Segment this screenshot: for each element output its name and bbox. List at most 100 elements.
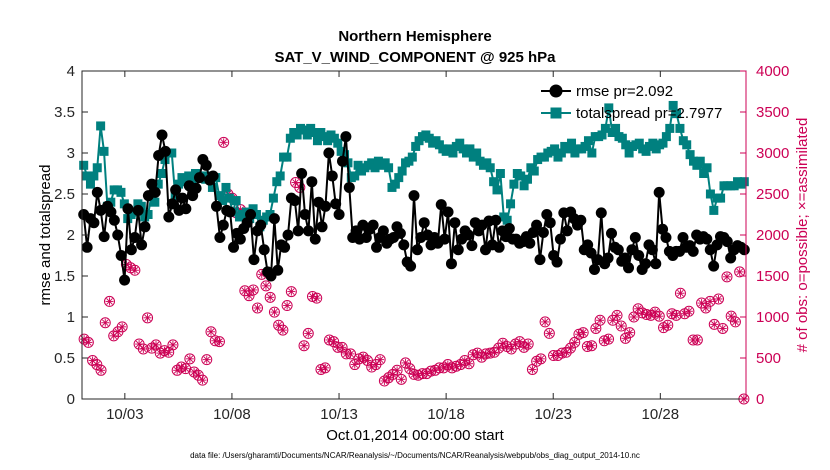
rmse-point	[544, 217, 556, 229]
obs-point	[252, 302, 264, 314]
rmse-point	[190, 182, 202, 194]
spread-point	[455, 138, 465, 148]
spread-point	[495, 169, 505, 178]
y-left-tick-label: 0	[67, 391, 75, 408]
spread-point	[218, 196, 228, 206]
spread-point	[597, 130, 607, 140]
spread-point	[600, 123, 610, 133]
obs-point	[615, 320, 627, 332]
spread-point	[675, 123, 685, 133]
obs-point	[184, 353, 196, 365]
spread-point	[492, 185, 502, 195]
spread-point	[116, 187, 126, 197]
obs-point	[285, 286, 297, 298]
obs-point	[590, 322, 602, 334]
spread-point	[79, 160, 89, 170]
spread-point	[367, 158, 377, 168]
rmse-point	[156, 129, 168, 141]
spread-point	[699, 169, 709, 178]
chart-subtitle: SAT_V_WIND_COMPONENT @ 925 hPa	[274, 49, 556, 66]
rmse-point	[302, 225, 314, 237]
rmse-point	[561, 225, 573, 237]
rmse-point	[640, 258, 652, 270]
legend: rmse pr=2.092 totalspread pr=2.7977	[541, 83, 722, 122]
spread-point	[509, 179, 519, 189]
spread-point	[143, 210, 153, 219]
y-axis-right: 0 500 1000 1500 2000 2500 3000 3500 4000	[740, 63, 789, 408]
obs-point	[95, 364, 107, 376]
spread-point	[465, 144, 475, 154]
rmse-point	[255, 219, 267, 231]
rmse-point	[166, 198, 178, 210]
obs-point	[543, 327, 555, 339]
rmse-point	[98, 231, 110, 243]
obs-point	[463, 358, 475, 370]
rmse-point	[115, 250, 127, 261]
obs-point	[163, 346, 175, 358]
obs-point	[328, 336, 340, 348]
rmse-point	[132, 204, 144, 216]
obs-point	[142, 312, 154, 324]
rmse-point	[228, 241, 240, 253]
obs-point	[569, 336, 581, 348]
spread-point	[292, 130, 302, 140]
obs-point	[717, 322, 729, 334]
data-file-footer: data file: /Users/gharamti/Documents/NCA…	[190, 451, 640, 460]
spread-point	[617, 133, 627, 143]
spread-point	[621, 140, 631, 150]
y-left-tick-label: 1	[67, 309, 75, 326]
spread-point	[221, 182, 231, 192]
rmse-point	[435, 199, 447, 211]
rmse-point	[112, 229, 124, 241]
rmse-point	[217, 219, 229, 231]
obs-point	[99, 317, 111, 329]
spread-point	[716, 193, 726, 203]
spread-point	[207, 182, 217, 192]
spread-point	[519, 181, 529, 191]
rmse-point	[136, 239, 148, 251]
rmse-point	[279, 241, 291, 253]
rmse-point	[398, 239, 410, 251]
spread-point	[157, 169, 167, 178]
y-left-tick-label: 3	[67, 145, 75, 162]
rmse-point	[180, 203, 192, 215]
rmse-point	[333, 209, 345, 220]
obs-point	[564, 342, 576, 354]
obs-point	[319, 362, 331, 374]
rmse-point	[149, 186, 161, 198]
rmse-point	[445, 258, 457, 270]
rmse-point	[163, 211, 175, 223]
obs-point	[91, 359, 103, 371]
spread-point	[506, 199, 516, 209]
obs-point	[725, 310, 737, 322]
spread-point	[472, 148, 482, 158]
spread-point	[187, 174, 197, 184]
spread-point	[634, 138, 644, 148]
x-tick-label: 10/23	[534, 406, 572, 423]
rmse-point	[677, 231, 689, 243]
spread-point	[390, 179, 400, 189]
spread-point	[231, 196, 241, 206]
spread-point	[251, 210, 261, 219]
obs-point	[670, 309, 682, 321]
rmse-point	[588, 263, 600, 275]
rmse-point	[449, 217, 461, 229]
obs-point	[594, 314, 606, 326]
rmse-point	[193, 172, 205, 184]
rmse-point	[207, 170, 219, 182]
spread-point	[380, 158, 390, 168]
rmse-point	[537, 227, 549, 239]
spread-point	[174, 179, 184, 189]
obs-point	[116, 321, 128, 333]
rmse-point	[125, 244, 137, 256]
spread-point	[329, 133, 339, 143]
rmse-point	[452, 244, 464, 256]
rmse-point	[650, 258, 662, 270]
rmse-point	[309, 233, 321, 245]
rmse-point	[319, 200, 331, 212]
spread-point	[248, 204, 258, 214]
spread-point	[705, 189, 715, 199]
obs-point	[103, 295, 115, 307]
obs-point	[729, 316, 741, 328]
spread-point	[658, 138, 668, 148]
